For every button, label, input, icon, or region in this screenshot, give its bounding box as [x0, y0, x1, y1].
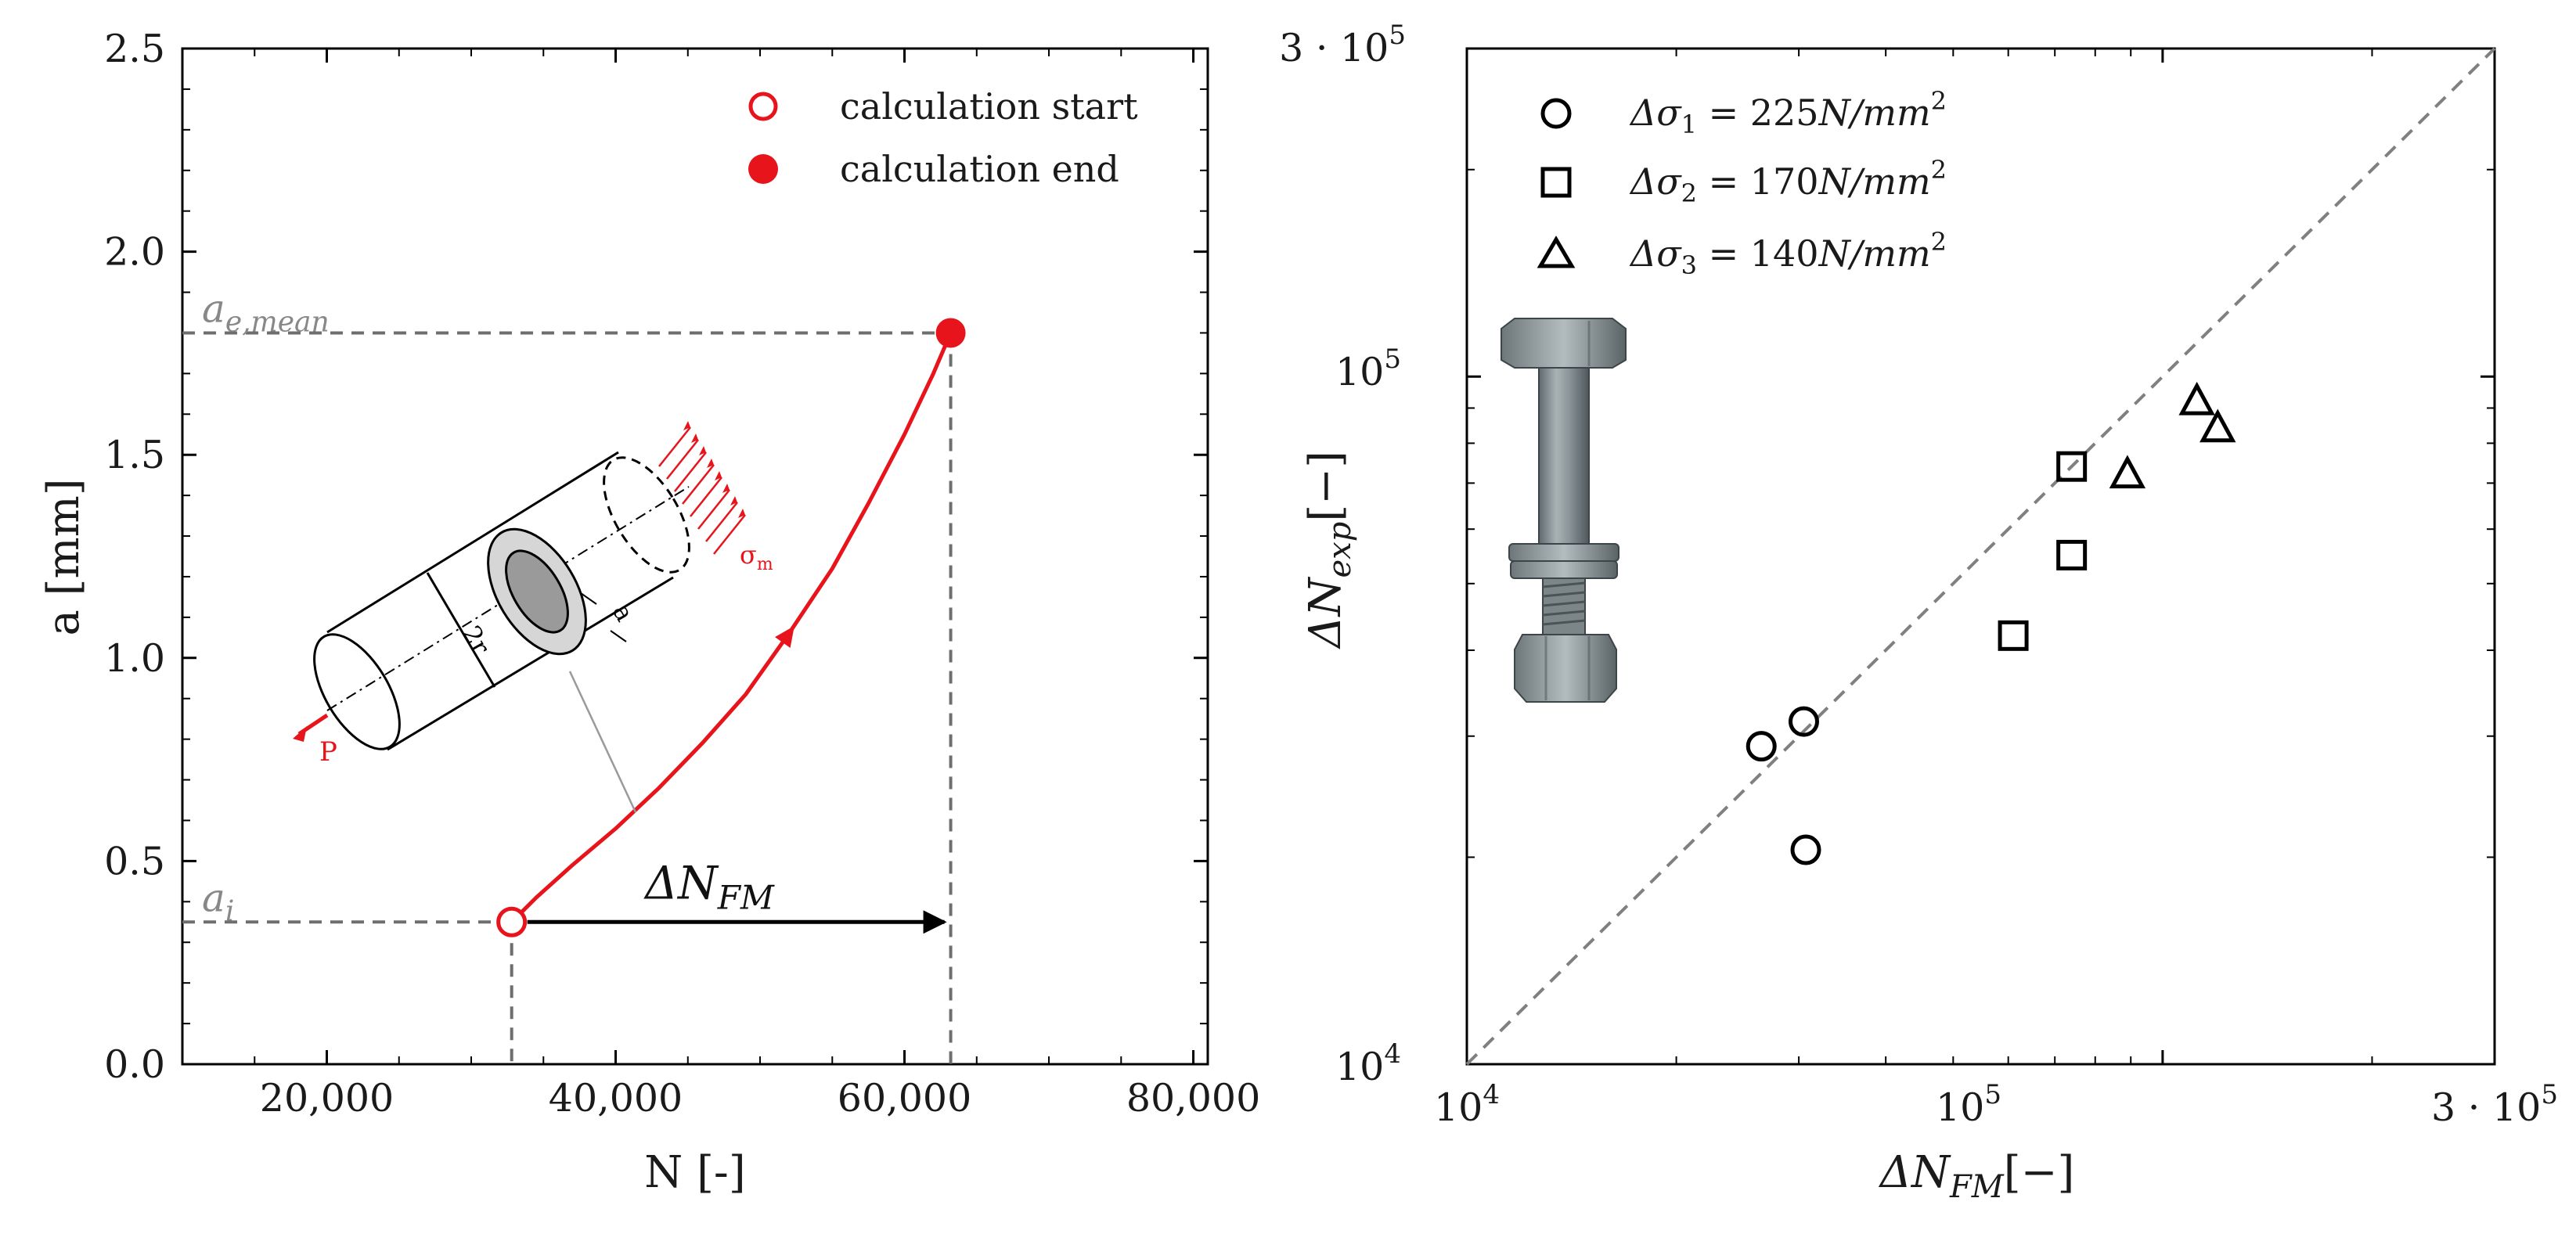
- data-point-square: [2056, 539, 2088, 570]
- y-tick-label: 2.5: [104, 27, 165, 71]
- label-delta-n-fm: ΔNFM: [643, 856, 775, 916]
- right-plot-frame: [1465, 47, 2496, 1066]
- legend-label-start: calculation start: [840, 85, 1138, 128]
- data-point-triangle: [2109, 455, 2146, 489]
- curve-direction-arrow: [775, 625, 794, 649]
- crack-growth-plot: 20,000 40,000 60,000 80,000 0.0 0.5 1.0 1.5 2.0 2…: [38, 27, 1260, 1198]
- point-calculation-end: [935, 318, 966, 348]
- y-tick-label: 1.5: [104, 433, 165, 477]
- right-y-tick-labels: 104 105 3 · 105: [1279, 20, 1406, 1089]
- cylinder-section-line: [426, 572, 496, 688]
- life-comparison-plot: 104 105 3 · 105 104 105 3 · 105 Δσ1 = 22…: [1279, 20, 2558, 1205]
- x-axis-label: N [-]: [644, 1147, 745, 1198]
- x-tick-label-3e5: 3 · 105: [2431, 1079, 2558, 1130]
- sigma-arrow: [658, 426, 691, 467]
- sigma-arrow: [713, 514, 746, 555]
- inset-dim-a-2: [610, 630, 627, 642]
- x-tick-label: 80,000: [1126, 1076, 1260, 1121]
- crack-core: [505, 549, 569, 634]
- legend-label-sigma-1: Δσ1 = 225N/mm2: [1629, 86, 1947, 139]
- y-tick-label-1e4: 104: [1335, 1038, 1401, 1089]
- inset-dim-a-1: [580, 592, 597, 605]
- sigma-arrowhead: [730, 496, 737, 505]
- right-x-axis-label: ΔNFM[−]: [1879, 1147, 2075, 1205]
- legend-marker-open-circle: [748, 92, 778, 121]
- legend-marker-square: [1540, 167, 1572, 198]
- sigma-arrow: [682, 464, 715, 505]
- right-x-tick-labels: 104 105 3 · 105: [1434, 1079, 2558, 1130]
- x-tick-label: 60,000: [838, 1076, 971, 1121]
- cylinder-body-lines: [326, 451, 674, 751]
- legend-label-sigma-3: Δσ3 = 140N/mm2: [1629, 227, 1947, 280]
- x-tick-label-1e5: 105: [1936, 1079, 2001, 1130]
- legend-label-sigma-2: Δσ2 = 170N/mm2: [1629, 155, 1947, 208]
- sigma-arrowhead: [738, 509, 745, 518]
- reference-line-1-to-1: [1465, 47, 2496, 1066]
- label-a-e-mean: ae,mean: [202, 286, 330, 338]
- bolt-photo: [1501, 318, 1627, 703]
- inset-label-a: a: [607, 599, 639, 627]
- label-a-i: ai: [202, 875, 234, 927]
- data-point-circle: [1746, 731, 1777, 762]
- legend-life-plot: Δσ1 = 225N/mm2 Δσ2 = 170N/mm2 Δσ3 = 140N…: [1537, 86, 1947, 280]
- point-calculation-start: [496, 906, 528, 937]
- sigma-arrow: [690, 477, 722, 517]
- sigma-arrowhead: [699, 446, 706, 455]
- sigma-arrow: [666, 439, 699, 480]
- sigma-arrow: [697, 489, 730, 530]
- inset-label-sigma-m: σm: [740, 540, 773, 574]
- legend-label-end: calculation end: [840, 148, 1119, 190]
- sigma-arrowhead: [722, 484, 730, 493]
- legend-marker-triangle: [1537, 236, 1576, 268]
- data-point-circle: [1790, 834, 1821, 865]
- sigma-arrowhead: [691, 434, 698, 443]
- right-y-axis-label: ΔNexp[−]: [1300, 451, 1358, 649]
- sigma-arrowhead: [707, 459, 714, 468]
- y-tick-label-3e5: 3 · 105: [1279, 20, 1406, 70]
- x-tick-label: 40,000: [549, 1076, 683, 1121]
- x-tick-label-1e4: 104: [1434, 1079, 1500, 1130]
- y-tick-label-1e5: 105: [1335, 344, 1401, 394]
- data-point-square: [1998, 620, 2029, 651]
- data-point-triangle: [2178, 381, 2215, 416]
- y-tick-label: 0.5: [104, 839, 165, 883]
- legend-marker-circle: [1540, 98, 1572, 129]
- y-tick-label: 1.0: [104, 636, 165, 681]
- crack-growth-curve: [510, 332, 953, 924]
- sigma-arrowhead: [715, 471, 722, 480]
- y-tick-label: 2.0: [104, 230, 165, 275]
- data-point-circle: [1788, 706, 1819, 737]
- p-arrowhead: [293, 726, 307, 742]
- data-point-triangle: [2200, 408, 2236, 443]
- x-tick-label: 20,000: [260, 1076, 394, 1121]
- data-point-square: [2056, 451, 2088, 482]
- legend-crack-plot: calculation start calculation end: [748, 85, 1138, 190]
- sigma-arrow: [705, 502, 738, 542]
- inset-label-p: P: [319, 736, 337, 768]
- y-axis-label: a [mm]: [38, 478, 89, 635]
- sigma-arrow: [674, 452, 707, 492]
- cylinder-far-face: [603, 456, 690, 574]
- inset-leader-line: [568, 671, 637, 813]
- left-plot-frame: [181, 47, 1209, 1066]
- y-tick-label: 0.0: [104, 1042, 165, 1087]
- legend-marker-filled-circle: [748, 154, 778, 184]
- sigma-arrowhead: [683, 421, 690, 430]
